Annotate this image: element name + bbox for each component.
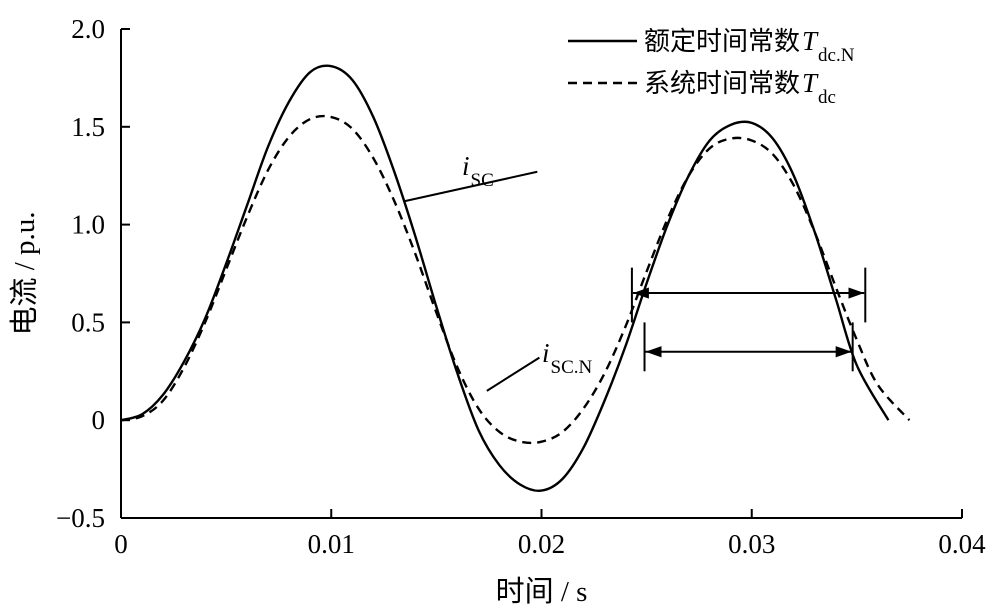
- series-layer: [120, 64, 911, 493]
- series-line-solid: [120, 64, 890, 493]
- x-tick-label: 0.02: [518, 529, 565, 559]
- y-tick-label: 2.0: [71, 14, 105, 44]
- label-isc: iSC: [462, 151, 494, 191]
- y-tick-label: 1.5: [71, 112, 105, 142]
- x-axis-title: 时间 / s: [496, 575, 588, 608]
- y-tick-label: 1.0: [71, 210, 105, 240]
- leader-isc: [404, 170, 538, 203]
- y-tick-label: 0.5: [71, 307, 105, 337]
- label-iscn: iSC.N: [542, 338, 593, 378]
- y-axis-title: 电流 / p.u.: [8, 211, 41, 335]
- y-tick-label: −0.5: [56, 503, 105, 533]
- annotation-layer: iSC iSC.N: [404, 151, 593, 392]
- axes: 0 0.01 0.02 0.03 0.04 −0.5 0 0.5 1.0 1.5 2.0: [56, 14, 986, 559]
- y-tick-label: 0: [92, 405, 106, 435]
- x-tick-label: 0: [114, 529, 128, 559]
- series-line-dashed: [120, 114, 911, 445]
- x-tick-label: 0.03: [728, 529, 775, 559]
- legend-label-dashed: 系统时间常数Tdc: [644, 68, 836, 108]
- x-tick-label: 0.01: [308, 529, 355, 559]
- measurement-layer: [630, 267, 867, 372]
- leader-iscn: [486, 356, 540, 392]
- legend-label-solid: 额定时间常数Tdc.N: [644, 26, 855, 66]
- x-tick-label: 0.04: [938, 529, 986, 559]
